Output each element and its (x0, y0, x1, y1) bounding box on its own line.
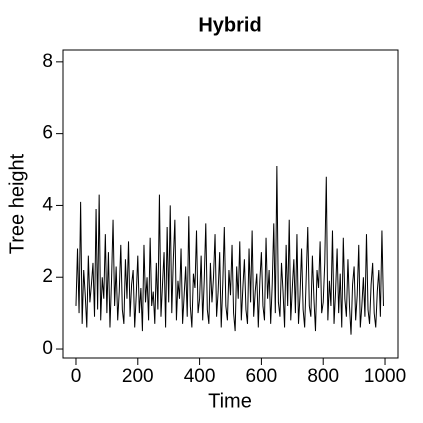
y-axis-label: Tree height (6, 153, 28, 254)
chart-title: Hybrid (198, 14, 261, 36)
y-tick-label: 2 (42, 266, 53, 287)
y-tick-label: 8 (42, 51, 53, 72)
y-tick-label: 4 (42, 194, 53, 215)
trace-line (75, 165, 384, 335)
plot-frame (62, 49, 399, 359)
x-tick-label: 200 (122, 366, 154, 387)
y-tick-label: 0 (42, 338, 53, 359)
x-tick-label: 800 (307, 366, 339, 387)
x-tick-label: 600 (246, 366, 278, 387)
x-axis-label: Time (208, 390, 252, 412)
x-tick-label: 400 (184, 366, 216, 387)
x-tick-label: 0 (71, 366, 82, 387)
x-tick-label: 1000 (364, 366, 406, 387)
y-tick-label: 6 (42, 123, 53, 144)
